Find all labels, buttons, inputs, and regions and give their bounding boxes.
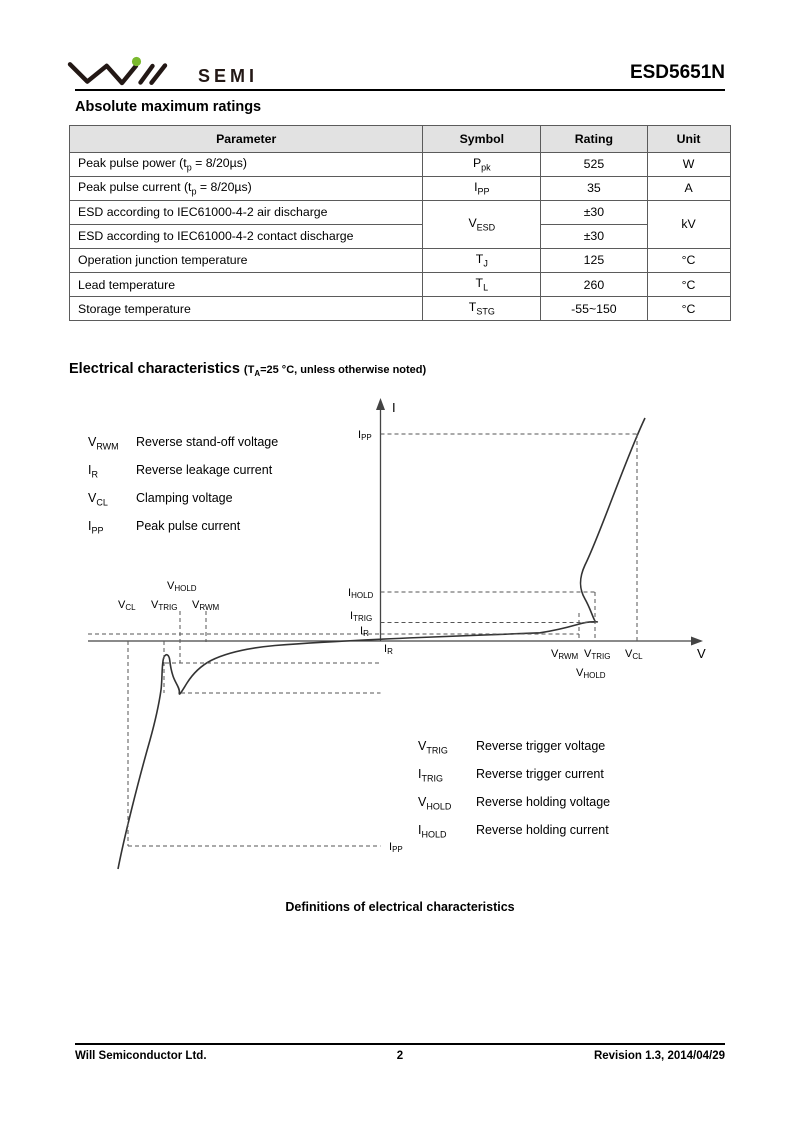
svg-text:IR: IR <box>384 643 393 656</box>
svg-text:VCL: VCL <box>625 648 643 661</box>
svg-text:IR: IR <box>360 625 369 638</box>
svg-text:V: V <box>697 646 706 661</box>
svg-text:ITRIG: ITRIG <box>350 610 372 623</box>
svg-text:VTRIG: VTRIG <box>151 599 177 612</box>
svg-text:IPP: IPP <box>389 841 403 854</box>
svg-text:VCL: VCL <box>118 599 136 612</box>
svg-text:I: I <box>392 400 396 415</box>
svg-text:VTRIG: VTRIG <box>584 648 610 661</box>
svg-text:VHOLD: VHOLD <box>576 667 606 680</box>
svg-text:VRWM: VRWM <box>192 599 220 612</box>
svg-text:IHOLD: IHOLD <box>348 587 374 600</box>
svg-text:VHOLD: VHOLD <box>167 580 197 593</box>
svg-text:VRWM: VRWM <box>551 648 579 661</box>
